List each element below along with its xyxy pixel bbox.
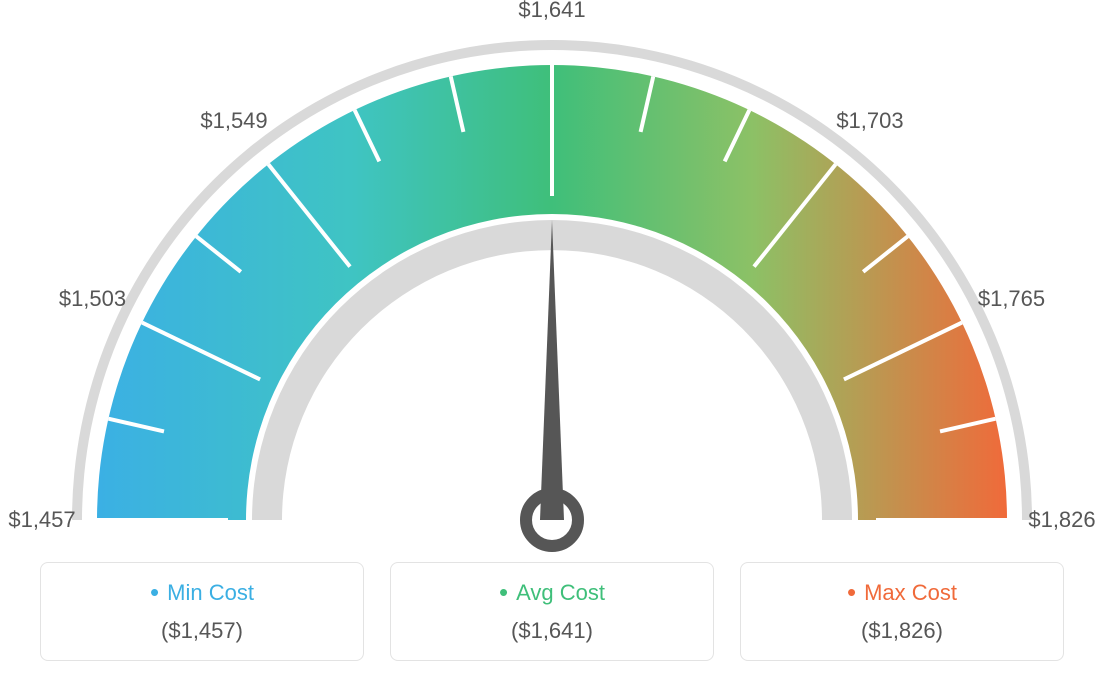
gauge-tick-label: $1,765 bbox=[978, 286, 1045, 312]
legend-row: Min Cost ($1,457) Avg Cost ($1,641) Max … bbox=[40, 562, 1064, 661]
legend-max-title: Max Cost bbox=[751, 577, 1053, 608]
legend-card-max: Max Cost ($1,826) bbox=[740, 562, 1064, 661]
gauge-tick-label: $1,703 bbox=[836, 108, 903, 134]
legend-avg-title: Avg Cost bbox=[401, 577, 703, 608]
legend-min-title: Min Cost bbox=[51, 577, 353, 608]
legend-max-value: ($1,826) bbox=[751, 618, 1053, 644]
legend-card-min: Min Cost ($1,457) bbox=[40, 562, 364, 661]
legend-avg-value: ($1,641) bbox=[401, 618, 703, 644]
gauge-tick-label: $1,641 bbox=[518, 0, 585, 23]
gauge-tick-label: $1,503 bbox=[59, 286, 126, 312]
gauge-tick-label: $1,457 bbox=[8, 507, 75, 533]
legend-card-avg: Avg Cost ($1,641) bbox=[390, 562, 714, 661]
legend-min-value: ($1,457) bbox=[51, 618, 353, 644]
gauge-chart: $1,457 $1,503 $1,549 $1,641 $1,703 $1,765 $1,8… bbox=[0, 0, 1104, 555]
gauge-tick-label: $1,549 bbox=[200, 108, 267, 134]
gauge-tick-label: $1,826 bbox=[1028, 507, 1095, 533]
